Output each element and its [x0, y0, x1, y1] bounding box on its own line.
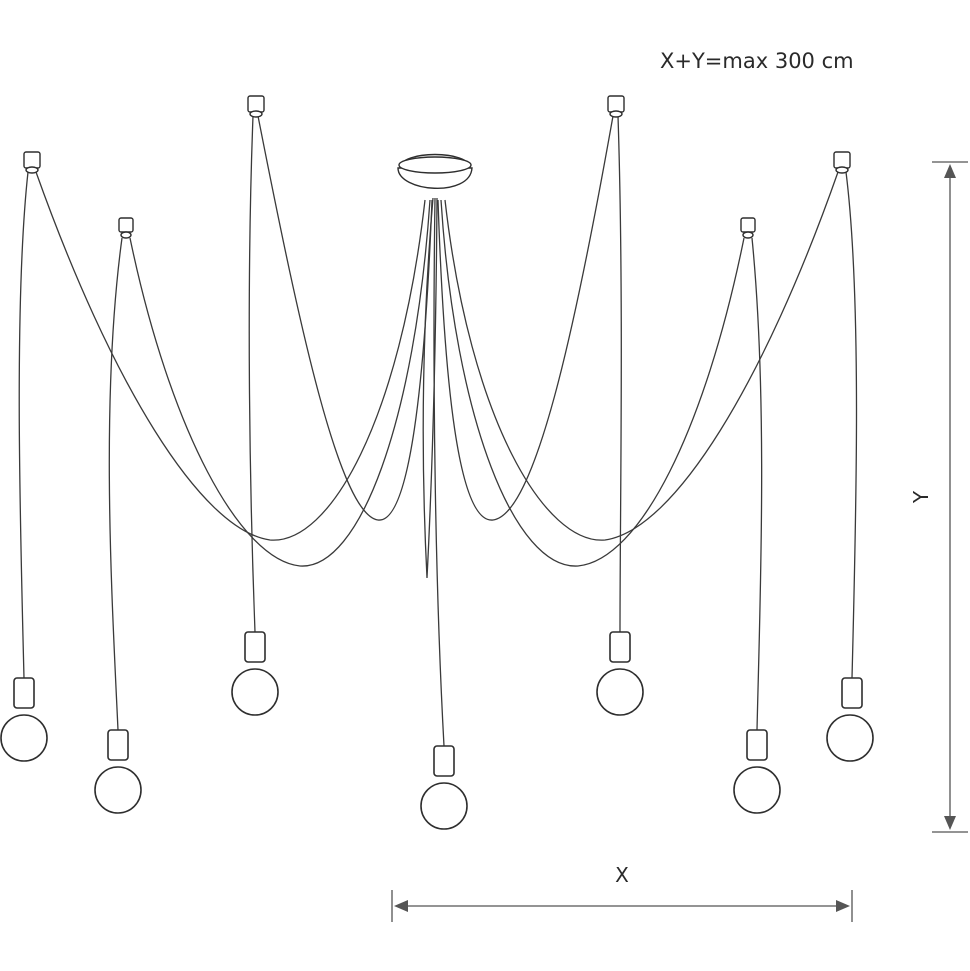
arrow-left-icon	[394, 900, 408, 912]
cable	[18, 171, 29, 679]
ceiling-hook	[740, 217, 756, 239]
cable	[433, 197, 445, 747]
bulb-socket-4	[420, 745, 468, 830]
ceiling-canopy	[397, 153, 473, 189]
y-dimension-label: Y	[909, 490, 933, 504]
arrow-down-icon	[944, 816, 956, 830]
cable	[751, 237, 763, 731]
cable	[422, 197, 438, 579]
cable	[440, 199, 745, 567]
cable	[35, 171, 426, 541]
bulb-socket-6	[733, 729, 781, 814]
cable	[129, 199, 431, 567]
cables	[18, 115, 858, 747]
cable	[845, 171, 858, 679]
y-dimension	[932, 161, 968, 833]
bulb-socket-1	[0, 677, 48, 762]
cable	[248, 115, 256, 633]
cable	[108, 237, 123, 731]
cable	[437, 115, 614, 521]
x-dimension-label: X	[615, 863, 629, 887]
max-length-note: X+Y=max 300 cm	[660, 49, 854, 73]
ceiling-hook	[23, 151, 41, 174]
arrow-up-icon	[944, 164, 956, 178]
ceiling-hooks	[23, 95, 851, 239]
cable	[617, 115, 622, 633]
ceiling-hook	[118, 217, 134, 239]
bulb-socket-3	[231, 631, 279, 716]
ceiling-hook	[247, 95, 265, 118]
ceiling-hook	[607, 95, 625, 118]
arrow-right-icon	[836, 900, 850, 912]
x-dimension	[391, 890, 853, 922]
bulb-socket-5	[596, 631, 644, 716]
ceiling-hook	[833, 151, 851, 174]
cable	[444, 171, 839, 541]
cable	[257, 115, 433, 521]
bulb-socket-7	[826, 677, 874, 762]
bulb-socket-2	[94, 729, 142, 814]
bulbs	[0, 631, 874, 830]
